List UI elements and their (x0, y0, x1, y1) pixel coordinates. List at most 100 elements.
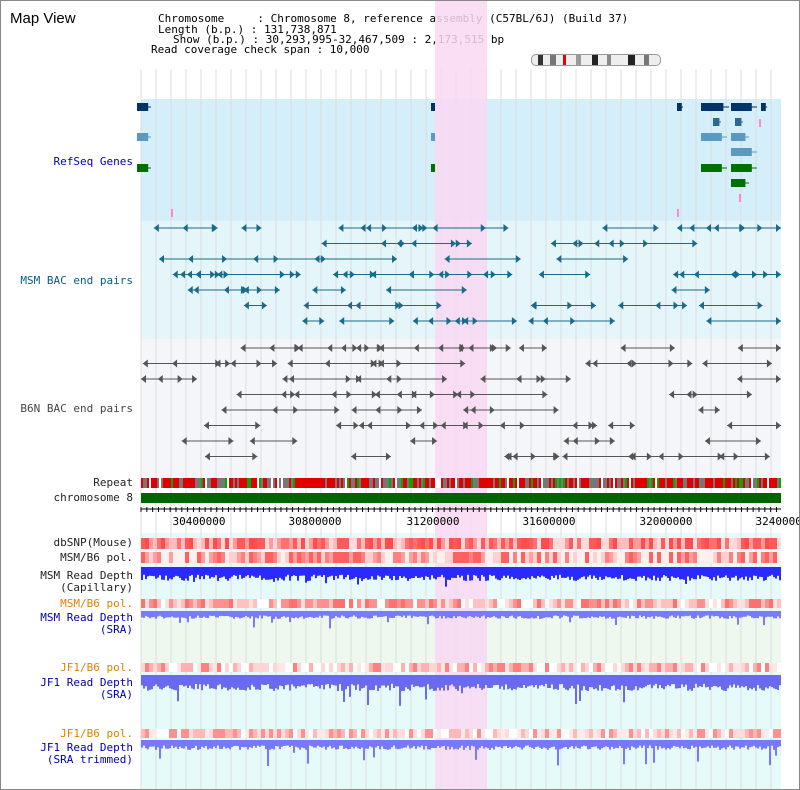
depth-bar (169, 675, 171, 689)
depth-bar (749, 675, 751, 689)
heat-cell (425, 663, 429, 672)
heat-cell (221, 663, 225, 672)
depth-bar (669, 740, 671, 750)
heat-cell (669, 663, 673, 672)
heat-cell (597, 599, 601, 608)
bac-end-marker (516, 375, 522, 383)
depth-bar (265, 611, 267, 616)
repeat-cell (189, 478, 191, 488)
depth-bar (697, 611, 699, 616)
heat-cell (577, 538, 581, 549)
depth-bar (661, 740, 663, 749)
bac-end-marker (429, 270, 435, 279)
heat-cell (161, 599, 165, 608)
depth-bar (189, 740, 191, 750)
depth-bar (583, 611, 585, 618)
heat-cell (665, 538, 669, 549)
heat-cell (185, 729, 189, 738)
depth-bar (579, 567, 581, 579)
repeat-cell (185, 478, 187, 488)
heat-cell (437, 729, 441, 738)
repeat-cell (273, 478, 275, 488)
depth-bar (551, 611, 553, 619)
depth-bar (369, 611, 371, 619)
repeat-cell (577, 478, 579, 488)
depth-bar (333, 740, 335, 748)
depth-bar (779, 675, 781, 686)
depth-bar (209, 740, 211, 749)
depth-bar (297, 675, 299, 687)
depth-bar (503, 740, 505, 747)
depth-bar (507, 567, 509, 576)
repeat-cell (769, 478, 771, 488)
depth-bar (517, 675, 519, 688)
bac-end-marker (515, 255, 521, 263)
heat-cell (609, 663, 613, 672)
depth-bar (309, 611, 311, 617)
heat-cell (633, 552, 637, 563)
depth-bar (403, 611, 405, 616)
depth-bar (257, 675, 259, 690)
depth-bar (405, 740, 407, 748)
depth-bar (523, 675, 525, 685)
depth-bar (295, 611, 297, 618)
depth-bar (763, 611, 765, 626)
heat-cell (705, 538, 709, 549)
depth-bar (431, 675, 433, 689)
depth-bar (647, 567, 649, 578)
heat-cell (469, 599, 473, 608)
heat-cell (293, 538, 297, 549)
depth-bar (169, 611, 171, 618)
heat-cell (661, 538, 665, 549)
depth-bar (649, 611, 651, 618)
heat-cell (145, 729, 149, 738)
depth-bar (643, 611, 645, 616)
depth-bar (567, 675, 569, 691)
depth-bar (383, 567, 385, 578)
depth-bar (355, 611, 357, 617)
depth-bar (245, 675, 247, 691)
bac-end-marker (470, 390, 476, 399)
repeat-cell (287, 478, 289, 488)
heat-cell (609, 729, 613, 738)
depth-bar (439, 567, 441, 577)
depth-bar (507, 675, 509, 690)
heat-cell (569, 538, 573, 549)
depth-bar (641, 567, 643, 578)
depth-bar (703, 567, 705, 577)
depth-bar (155, 611, 157, 619)
depth-bar (285, 675, 287, 686)
depth-bar (509, 675, 511, 689)
repeat-cell (603, 478, 605, 488)
gene-marker (677, 209, 679, 217)
heat-cell (685, 729, 689, 738)
heat-cell (341, 729, 345, 738)
depth-bar (191, 740, 193, 749)
heat-cell (285, 729, 289, 738)
heat-cell (357, 729, 361, 738)
depth-bar (165, 611, 167, 618)
heat-cell (461, 729, 465, 738)
depth-bar (209, 567, 211, 579)
depth-bar (685, 740, 687, 748)
depth-bar (397, 740, 399, 750)
bac-end-marker (677, 224, 683, 232)
depth-bar (151, 567, 153, 576)
depth-bar (483, 611, 485, 616)
page-title: Map View (10, 10, 76, 27)
heat-cell (533, 729, 537, 738)
depth-bar (453, 740, 455, 750)
depth-bar (611, 675, 613, 687)
depth-bar (477, 675, 479, 685)
repeat-cell (229, 478, 231, 488)
heat-cell (433, 599, 437, 608)
heat-cell (453, 729, 457, 738)
depth-bar (501, 611, 503, 616)
depth-bar (383, 611, 385, 617)
bac-end-marker (669, 344, 675, 352)
depth-bar (295, 567, 297, 577)
heat-cell (653, 729, 657, 738)
depth-bar (223, 740, 225, 747)
chromosome-ideogram[interactable] (531, 54, 661, 66)
